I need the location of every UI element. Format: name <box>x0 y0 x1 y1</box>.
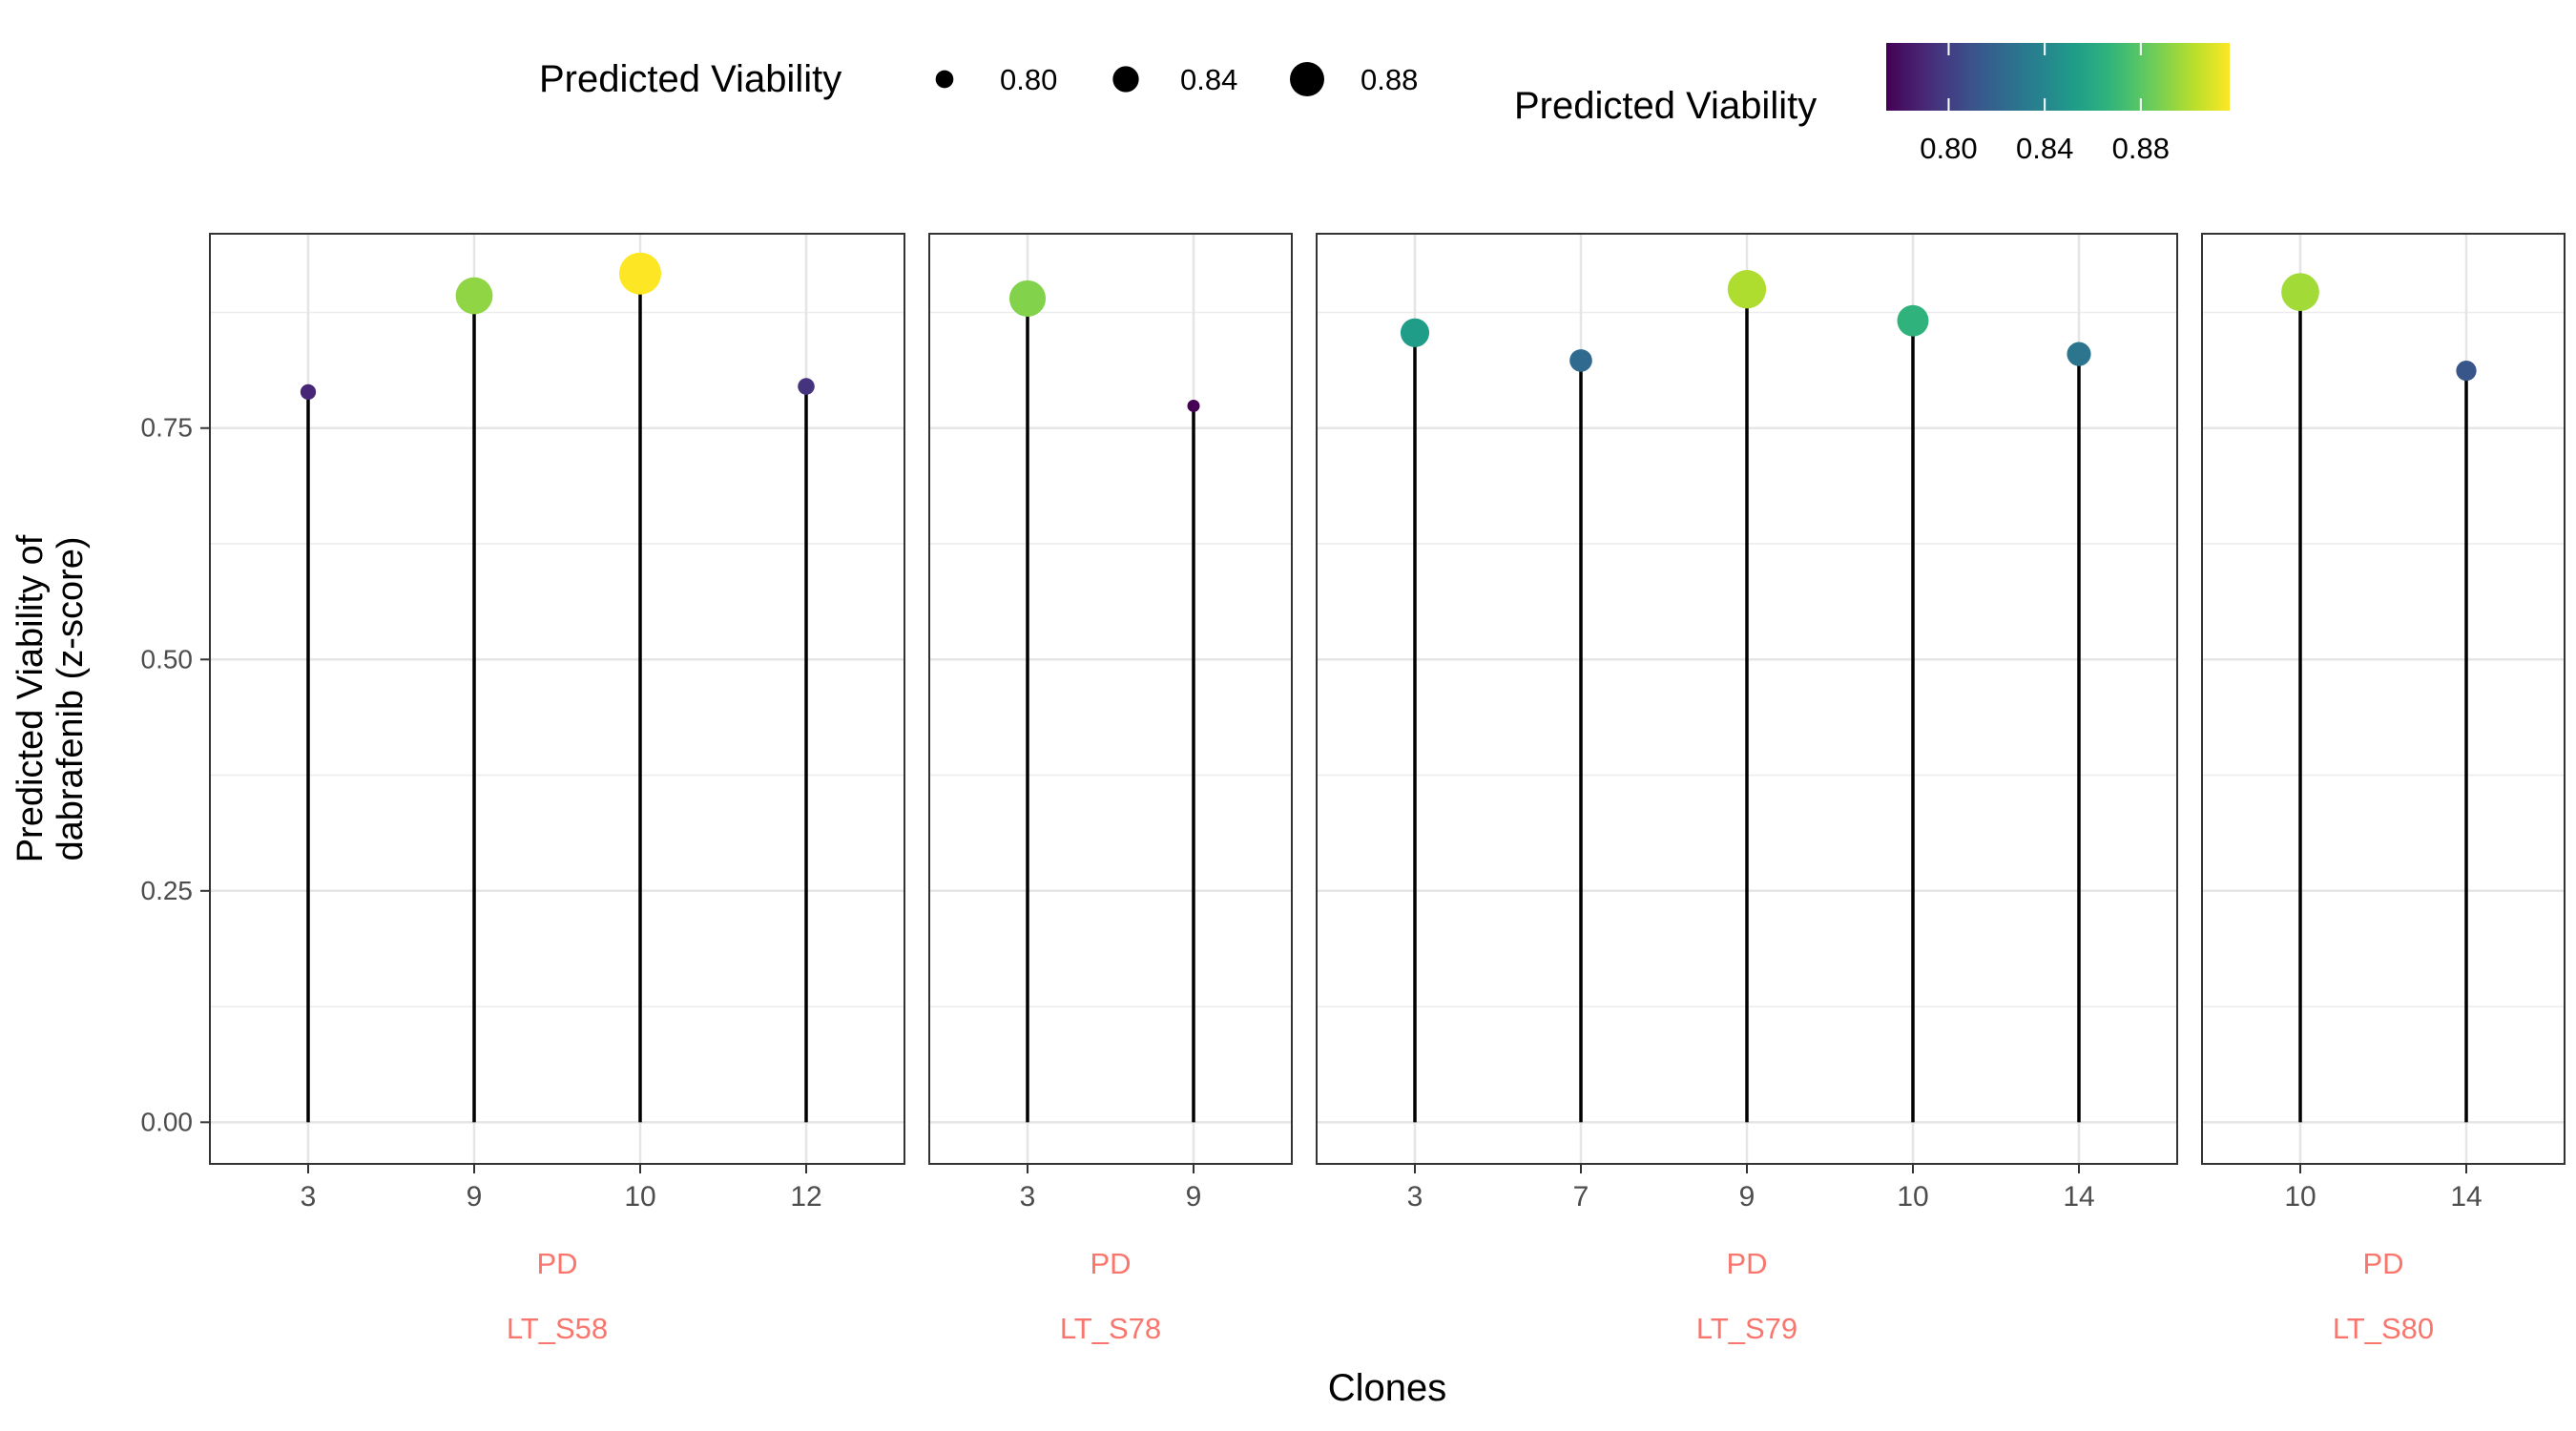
facet-strip-top-label: PD <box>1090 1247 1131 1280</box>
lollipop-point <box>455 277 493 315</box>
lollipop-point <box>1008 280 1047 317</box>
size-legend-key <box>1112 66 1139 93</box>
size-legend-label: 0.88 <box>1361 63 1418 96</box>
lollipop-point <box>2281 273 2319 311</box>
size-legend-key <box>935 70 954 89</box>
panel-background <box>2202 234 2565 1164</box>
facet-strip-bottom-label: LT_S79 <box>1696 1312 1797 1345</box>
panel-border <box>2201 233 2566 1165</box>
facet-strip-top-label: PD <box>1726 1247 1767 1280</box>
facet-strip-bottom-label: LT_S78 <box>1060 1312 1161 1345</box>
x-tick-label: 9 <box>1186 1181 1202 1213</box>
color-legend-label: 0.84 <box>2016 132 2073 165</box>
lollipop-point <box>1727 270 1767 309</box>
x-tick-label: 7 <box>1573 1181 1589 1213</box>
lollipop-point <box>1187 399 1200 412</box>
x-tick-label: 12 <box>790 1181 821 1213</box>
x-tick-label: 10 <box>624 1181 655 1213</box>
panel-border <box>928 233 1293 1165</box>
panel-background <box>929 234 1292 1164</box>
y-tick-label: 0.25 <box>141 876 194 905</box>
facet-strip-top-label: PD <box>536 1247 577 1280</box>
lollipop-point <box>1569 349 1592 372</box>
color-legend-title: Predicted Viability <box>1514 85 1817 127</box>
lollipop-point <box>300 384 317 401</box>
panel-background <box>210 234 904 1164</box>
lollipop-point <box>2067 342 2091 366</box>
size-legend-key <box>1290 62 1324 96</box>
facet-strip-bottom-label: LT_S80 <box>2333 1312 2434 1345</box>
lollipop-point <box>619 252 661 295</box>
size-legend-label: 0.80 <box>1000 63 1057 96</box>
y-axis-title: dabrafenib (z-score) <box>51 536 91 861</box>
size-legend-label: 0.84 <box>1180 63 1237 96</box>
x-tick-label: 14 <box>2063 1181 2094 1213</box>
lollipop-point <box>2456 360 2477 382</box>
x-tick-label: 3 <box>301 1181 317 1213</box>
color-legend-label: 0.88 <box>2112 132 2170 165</box>
panel-border <box>209 233 905 1165</box>
color-legend-label: 0.80 <box>1920 132 1977 165</box>
x-tick-label: 10 <box>1897 1181 1928 1213</box>
x-axis-title: Clones <box>1328 1367 1447 1409</box>
y-tick-label: 0.75 <box>141 413 194 443</box>
lollipop-point <box>798 378 815 395</box>
x-tick-label: 14 <box>2450 1181 2482 1213</box>
y-tick-label: 0.50 <box>141 644 194 674</box>
facet-strip-bottom-label: LT_S58 <box>507 1312 608 1345</box>
lollipop-point <box>1897 304 1929 337</box>
x-tick-label: 3 <box>1020 1181 1036 1213</box>
x-tick-label: 9 <box>467 1181 483 1213</box>
x-tick-label: 3 <box>1407 1181 1423 1213</box>
color-legend-bar <box>1886 43 2230 111</box>
y-axis-title: Predicted Viability of <box>10 534 51 862</box>
lollipop-point <box>1400 318 1430 347</box>
x-tick-label: 10 <box>2284 1181 2316 1213</box>
facet-strip-top-label: PD <box>2362 1247 2403 1280</box>
y-tick-label: 0.00 <box>141 1107 194 1136</box>
size-legend-title: Predicted Viability <box>539 58 841 100</box>
x-tick-label: 9 <box>1739 1181 1755 1213</box>
